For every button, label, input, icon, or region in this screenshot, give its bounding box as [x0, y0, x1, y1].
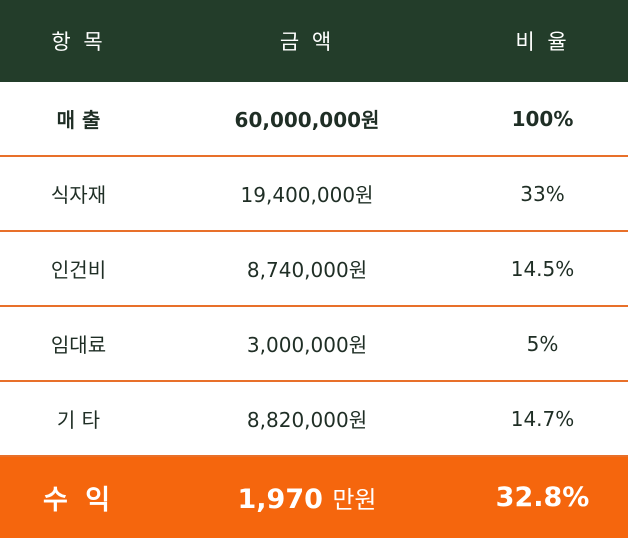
row-amount: 8,740,000원 [246, 258, 368, 282]
row-ratio: 5% [526, 331, 559, 356]
table-row: 기 타 8,820,000원 14.7% [0, 382, 628, 457]
row-ratio: 33% [520, 181, 565, 206]
table-footer-total: 수 익 1,970 만원 32.8% [0, 457, 628, 538]
row-amount: 3,000,000원 [246, 333, 368, 357]
table-row: 식자재 19,400,000원 33% [0, 157, 628, 232]
table-row: 매 출 60,000,000원 100% [0, 82, 628, 157]
row-amount: 8,820,000원 [246, 408, 368, 432]
header-item: 항 목 [51, 30, 106, 54]
footer-amount-value: 1,970 [237, 484, 323, 515]
row-item: 임대료 [50, 333, 107, 357]
row-item: 식자재 [50, 183, 107, 207]
row-amount: 19,400,000원 [240, 183, 374, 207]
row-ratio: 14.5% [510, 256, 575, 281]
row-ratio: 14.7% [510, 406, 575, 431]
row-item: 인건비 [50, 258, 107, 282]
footer-amount: 1,970 만원 [157, 480, 457, 515]
row-item: 기 타 [56, 408, 101, 432]
row-item: 매 출 [56, 108, 101, 132]
header-ratio: 비 율 [515, 30, 570, 54]
footer-ratio: 32.8% [495, 482, 590, 513]
row-ratio: 100% [511, 106, 574, 131]
table-row: 임대료 3,000,000원 5% [0, 307, 628, 382]
footer-item: 수 익 [42, 485, 115, 516]
table-row: 인건비 8,740,000원 14.5% [0, 232, 628, 307]
row-amount: 60,000,000원 [234, 108, 380, 132]
header-amount: 금 액 [279, 30, 335, 54]
footer-amount-unit: 만원 [332, 486, 377, 514]
table-header: 항 목 금 액 비 율 [0, 0, 628, 82]
